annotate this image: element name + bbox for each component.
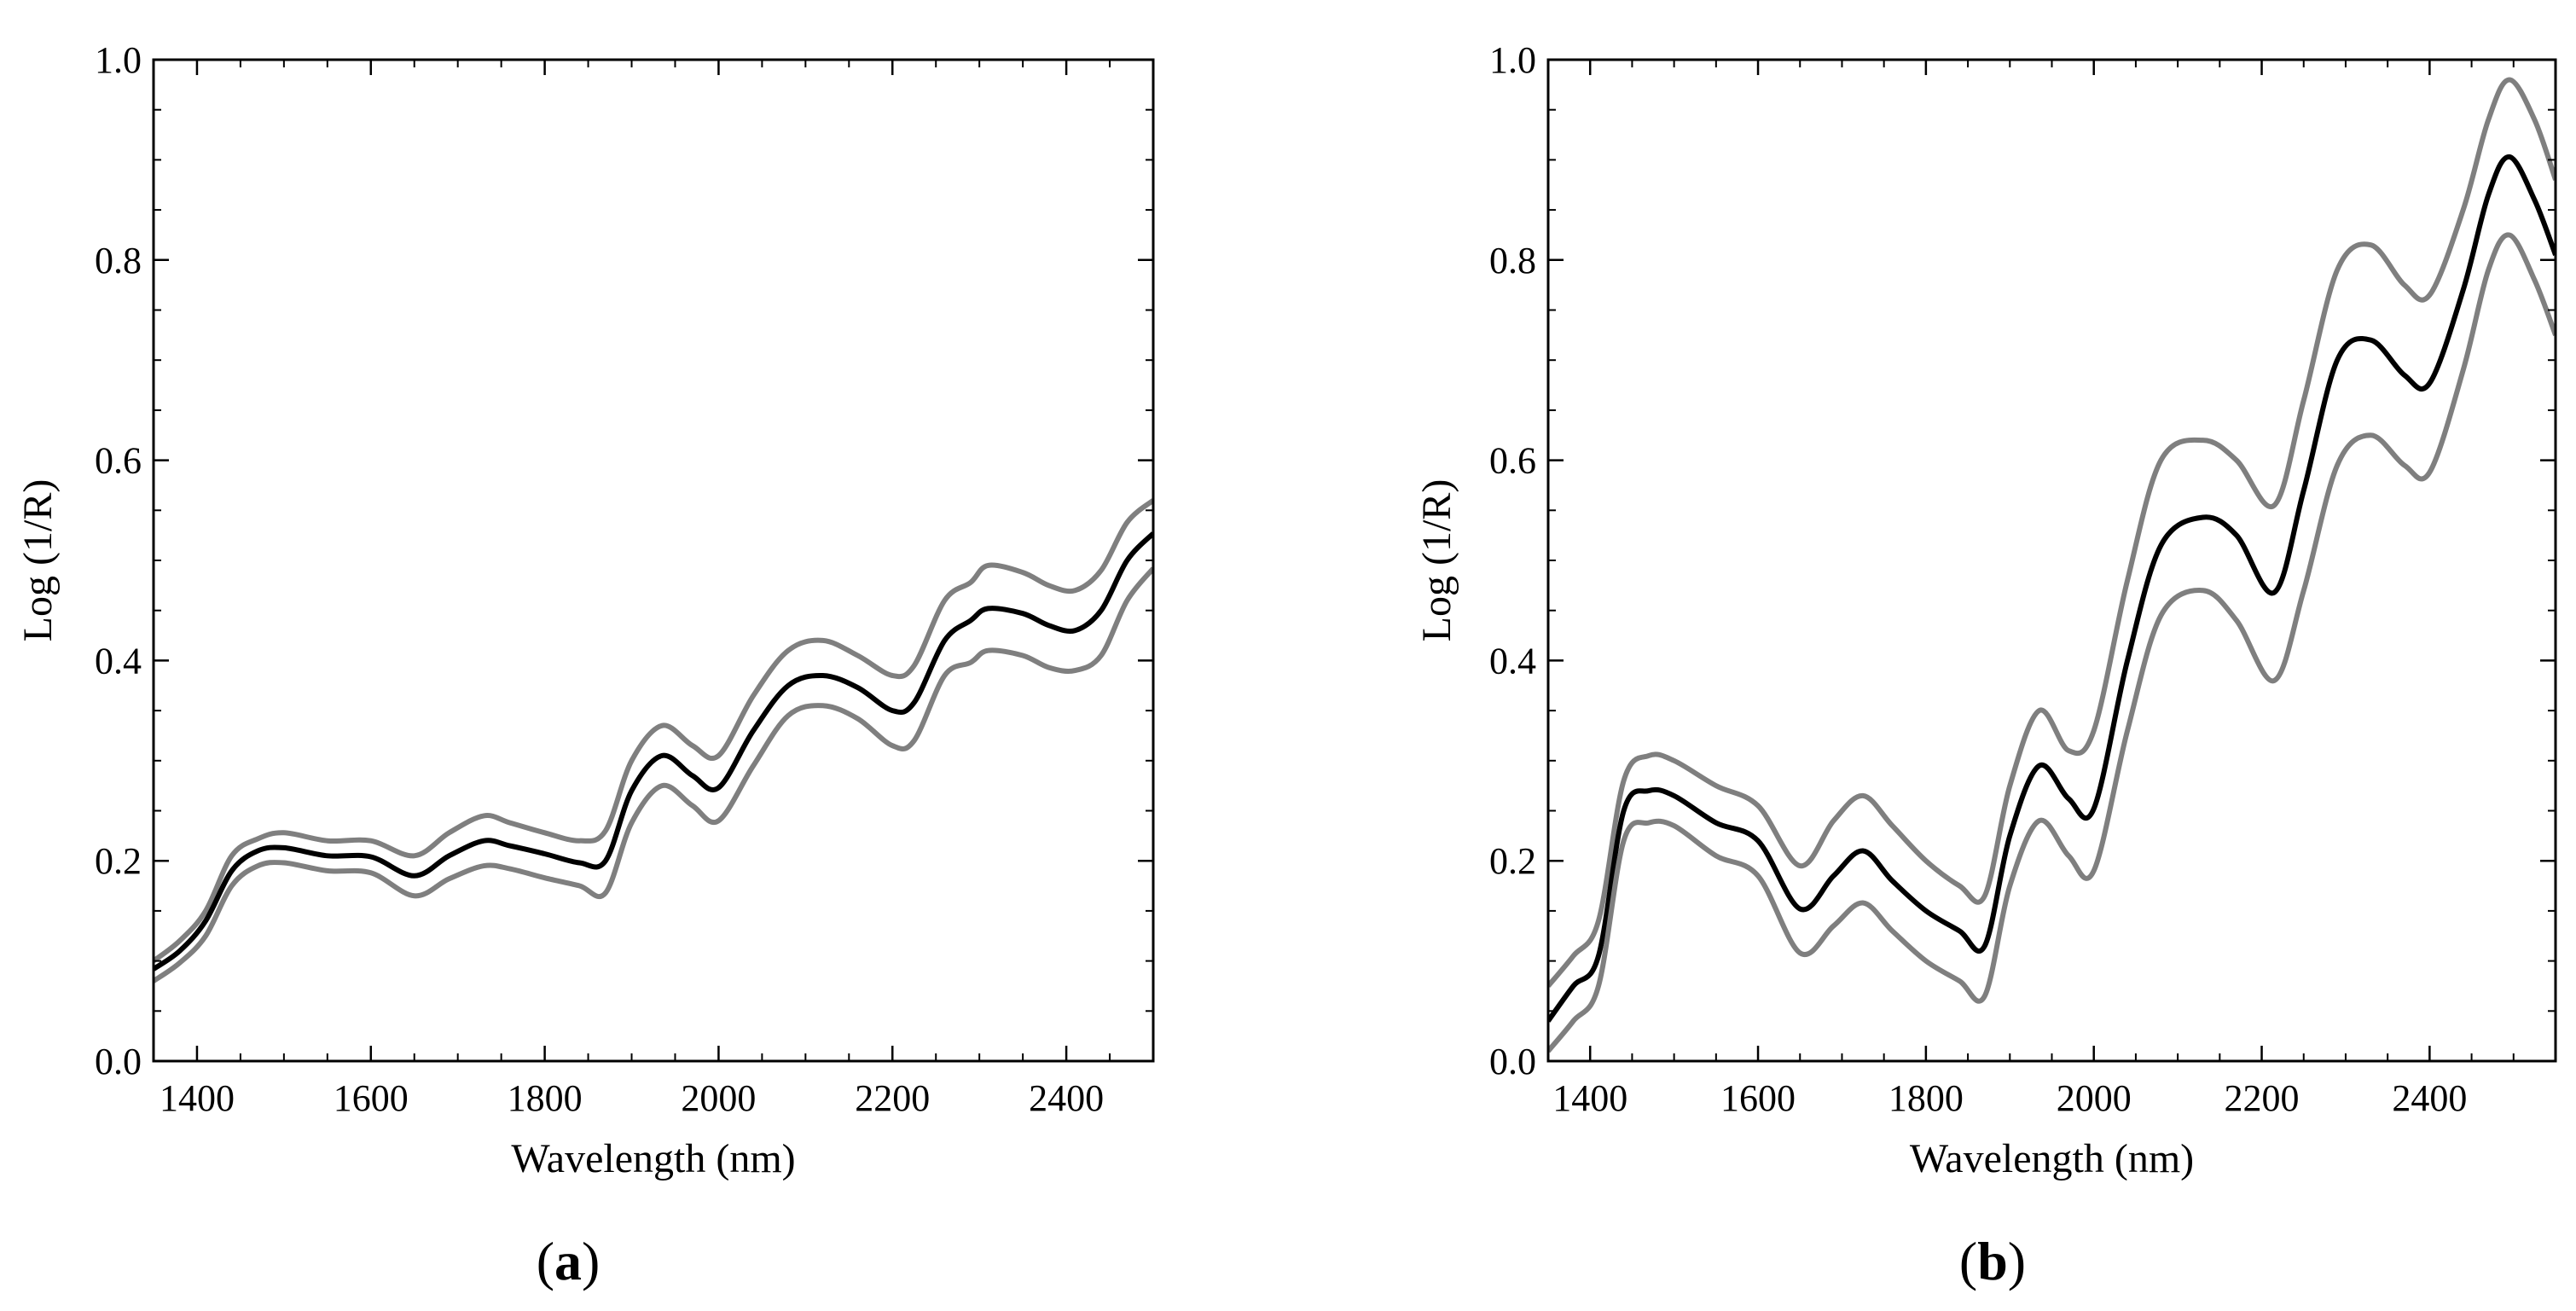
chart-panel-a: 1400 1600 1800 2000 2200 2400 0.0 0.2 0.4 0.6 0.8 1… bbox=[15, 39, 1155, 1291]
plot-frame bbox=[152, 58, 1155, 1063]
y-tick-label: 0.0 bbox=[1489, 1041, 1536, 1082]
chart-panel-b: 1400 1600 1800 2000 2200 2400 0.0 0.2 0.4 0.6 0.8 1… bbox=[1414, 39, 2557, 1291]
y-tick-label: 0.0 bbox=[95, 1041, 142, 1082]
x-tick-label: 2200 bbox=[855, 1077, 930, 1119]
series-line-mean bbox=[1548, 154, 2556, 1023]
x-tick-label: 1600 bbox=[1720, 1077, 1796, 1119]
x-axis-label: Wavelength (nm) bbox=[511, 1136, 795, 1181]
y-tick-label: 0.8 bbox=[1489, 240, 1536, 281]
y-tick-label: 0.8 bbox=[95, 240, 142, 281]
y-tick-label: 0.6 bbox=[1489, 440, 1536, 482]
x-tick-label: 2000 bbox=[681, 1077, 756, 1119]
series-line-upper bbox=[154, 498, 1153, 964]
y-tick-label: 1.0 bbox=[1489, 39, 1536, 81]
x-tick-label: 1400 bbox=[1552, 1077, 1627, 1119]
x-tick-label: 1800 bbox=[1888, 1077, 1964, 1119]
x-tick-label: 1800 bbox=[508, 1077, 583, 1119]
y-tick-label: 1.0 bbox=[95, 39, 142, 81]
x-tick-label: 2400 bbox=[1029, 1077, 1104, 1119]
panel-label: (b) bbox=[1959, 1231, 2026, 1291]
x-tick-label: 1600 bbox=[334, 1077, 409, 1119]
y-tick-label: 0.4 bbox=[1489, 640, 1536, 682]
x-axis-label: Wavelength (nm) bbox=[1910, 1136, 2194, 1181]
series-group bbox=[154, 498, 1153, 983]
plot-frame bbox=[1546, 58, 2557, 1063]
y-axis-label: Log (1/R) bbox=[1414, 479, 1459, 642]
series-line-lower bbox=[1548, 232, 2556, 1053]
x-tick-label: 2400 bbox=[2392, 1077, 2467, 1119]
x-tick-label: 2200 bbox=[2225, 1077, 2300, 1119]
panel-label: (a) bbox=[537, 1231, 600, 1291]
y-tick-label: 0.2 bbox=[95, 840, 142, 882]
y-tick-label: 0.6 bbox=[95, 440, 142, 482]
series-group bbox=[1548, 77, 2556, 1053]
series-line-upper bbox=[1548, 77, 2556, 988]
series-line-mean bbox=[154, 531, 1153, 972]
y-tick-label: 0.2 bbox=[1489, 840, 1536, 882]
y-axis-label: Log (1/R) bbox=[15, 479, 61, 642]
y-tick-label: 0.4 bbox=[95, 640, 142, 682]
series-line-lower bbox=[154, 566, 1153, 983]
x-tick-label: 1400 bbox=[160, 1077, 235, 1119]
x-tick-label: 2000 bbox=[2057, 1077, 2132, 1119]
